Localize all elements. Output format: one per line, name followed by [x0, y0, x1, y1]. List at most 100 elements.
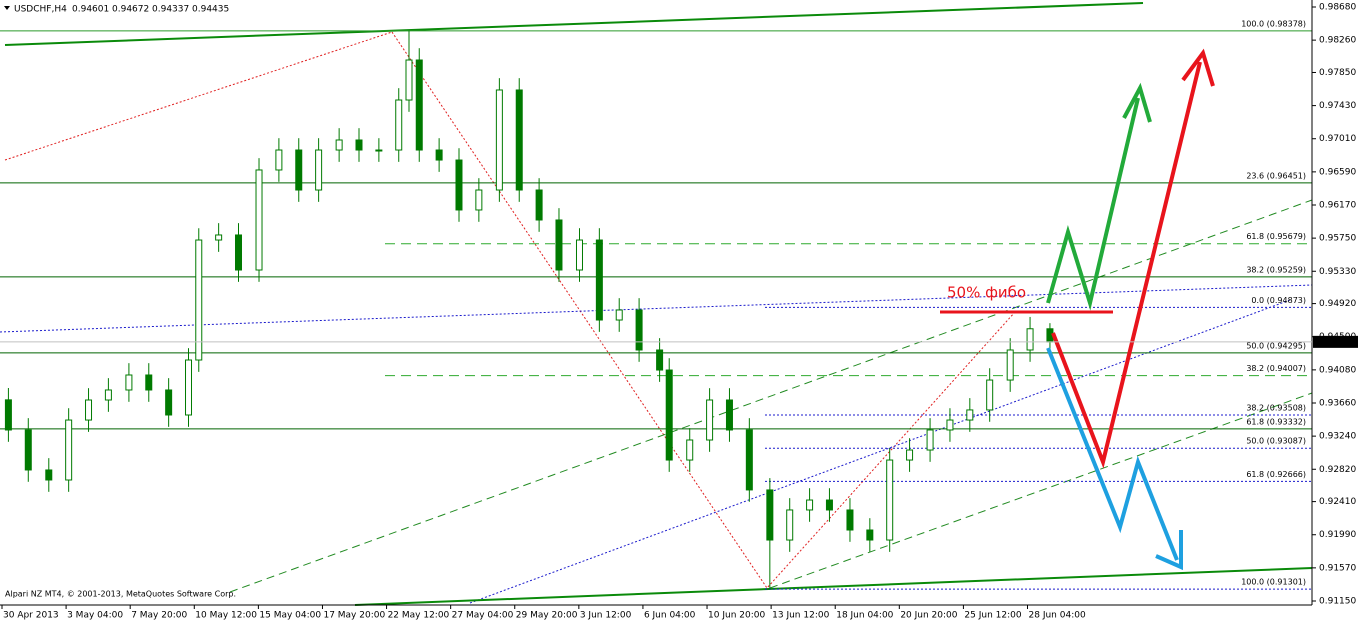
- candle-body: [986, 379, 994, 411]
- candle-body: [786, 509, 794, 541]
- candle-body: [45, 469, 53, 481]
- fibo-label: 38.2 (0.94007): [1246, 364, 1306, 373]
- candle-body: [335, 139, 343, 151]
- candle-body: [535, 189, 543, 221]
- x-tick-label: 10 May 12:00: [195, 611, 257, 621]
- candle-body: [375, 149, 383, 152]
- candle-body: [85, 399, 93, 421]
- fibo-label: 38.2 (0.93508): [1246, 403, 1306, 412]
- candle-body: [555, 219, 563, 271]
- y-tick-label: 0.94920: [1319, 299, 1356, 309]
- candle-body: [315, 149, 323, 191]
- candle-body: [686, 439, 694, 461]
- y-tick-label: 0.92820: [1319, 465, 1356, 475]
- candle-body: [215, 234, 223, 241]
- arrowhead: [1181, 48, 1215, 87]
- drawings: [0, 2, 1313, 606]
- candle-body: [475, 189, 483, 211]
- trend-line: [354, 567, 1313, 606]
- arrowhead: [1122, 82, 1152, 123]
- candle-body: [295, 149, 303, 191]
- candle-body: [355, 139, 363, 151]
- x-tick-label: 7 May 20:00: [131, 611, 187, 621]
- candle-body: [665, 369, 673, 461]
- candle-body: [185, 359, 193, 416]
- candle-body: [886, 459, 894, 541]
- channel-line: [229, 199, 1313, 593]
- candle-body: [946, 419, 954, 431]
- candle-body: [405, 59, 413, 101]
- candle-body: [24, 429, 32, 471]
- x-tick-label: 18 Jun 04:00: [836, 611, 893, 621]
- symbol: USDCHF,H4: [14, 5, 67, 15]
- candle-body: [275, 149, 283, 171]
- y-tick-label: 0.97850: [1319, 68, 1356, 78]
- fibo-label: 100.0 (0.98378): [1241, 19, 1306, 28]
- candle-body: [395, 99, 403, 151]
- candle-body: [635, 309, 643, 351]
- candle-body: [235, 234, 243, 271]
- y-tick-label: 0.92410: [1319, 497, 1356, 507]
- y-tick-label: 0.95330: [1319, 267, 1356, 277]
- copyright: Alpari NZ MT4, © 2001-2013, MetaQuotes S…: [5, 590, 236, 599]
- fibo-label: 61.8 (0.93332): [1246, 417, 1306, 426]
- fibo-label: 61.8 (0.95679): [1246, 232, 1306, 241]
- y-tick-label: 0.91990: [1319, 530, 1356, 540]
- fibo-label: 38.2 (0.95259): [1246, 265, 1306, 274]
- arrow: [1046, 347, 1179, 561]
- ohlc-close: 0.94435: [192, 5, 229, 15]
- menu-icon[interactable]: [4, 6, 10, 10]
- y-tick-label: 0.94080: [1319, 365, 1356, 375]
- fibo-label: 50.0 (0.94295): [1246, 341, 1306, 350]
- x-tick-label: 27 May 04:00: [452, 611, 514, 621]
- x-tick-label: 3 Jun 12:00: [580, 611, 632, 621]
- y-tick-label: 0.91570: [1319, 563, 1356, 573]
- candle-body: [595, 239, 603, 321]
- trend-line: [469, 299, 1291, 604]
- candle-body: [745, 429, 753, 491]
- candle-body: [766, 489, 774, 541]
- candle-body: [1026, 328, 1034, 351]
- y-tick-label: 0.97010: [1319, 134, 1356, 144]
- x-tick-label: 25 Jun 12:00: [964, 611, 1021, 621]
- fibo-label: 61.8 (0.92666): [1246, 470, 1306, 479]
- x-tick-label: 15 May 04:00: [259, 611, 321, 621]
- x-tick-label: 30 Apr 2013: [3, 611, 59, 621]
- channel-line: [769, 392, 1313, 589]
- y-tick-label: 0.98680: [1319, 3, 1356, 13]
- candle-body: [806, 499, 814, 511]
- candle-body: [415, 59, 423, 151]
- candle-body: [906, 449, 914, 461]
- candle-body: [165, 389, 173, 416]
- ohlc-low: 0.94337: [152, 5, 189, 15]
- trend-line: [4, 2, 1144, 46]
- candle-body: [515, 89, 523, 191]
- y-tick-label: 0.98260: [1319, 36, 1356, 46]
- candle-body: [255, 169, 263, 271]
- trend-line: [0, 284, 1313, 333]
- candles: [4, 30, 1054, 590]
- candle-body: [866, 529, 874, 541]
- x-tick-label: 3 May 04:00: [67, 611, 123, 621]
- candle-body: [615, 309, 623, 321]
- y-tick-label: 0.93240: [1319, 432, 1356, 442]
- arrow: [1046, 97, 1140, 311]
- price-label-box: [1313, 335, 1358, 348]
- x-tick-label: 10 Jun 20:00: [708, 611, 765, 621]
- candle-body: [706, 399, 714, 441]
- ohlc-high: 0.94672: [112, 5, 149, 15]
- candle-body: [145, 374, 153, 391]
- x-tick-label: 20 Jun 20:00: [900, 611, 957, 621]
- y-tick-label: 0.93660: [1319, 399, 1356, 409]
- candle-body: [4, 399, 12, 431]
- y-tick-label: 0.97430: [1319, 101, 1356, 111]
- x-tick-label: 22 May 12:00: [388, 611, 450, 621]
- x-tick-label: 17 May 20:00: [323, 611, 385, 621]
- candle-body: [926, 429, 934, 451]
- candle-body: [656, 349, 664, 371]
- annotation: 50% фибо: [947, 284, 1026, 302]
- candle-body: [725, 399, 733, 431]
- candle-body: [65, 419, 73, 481]
